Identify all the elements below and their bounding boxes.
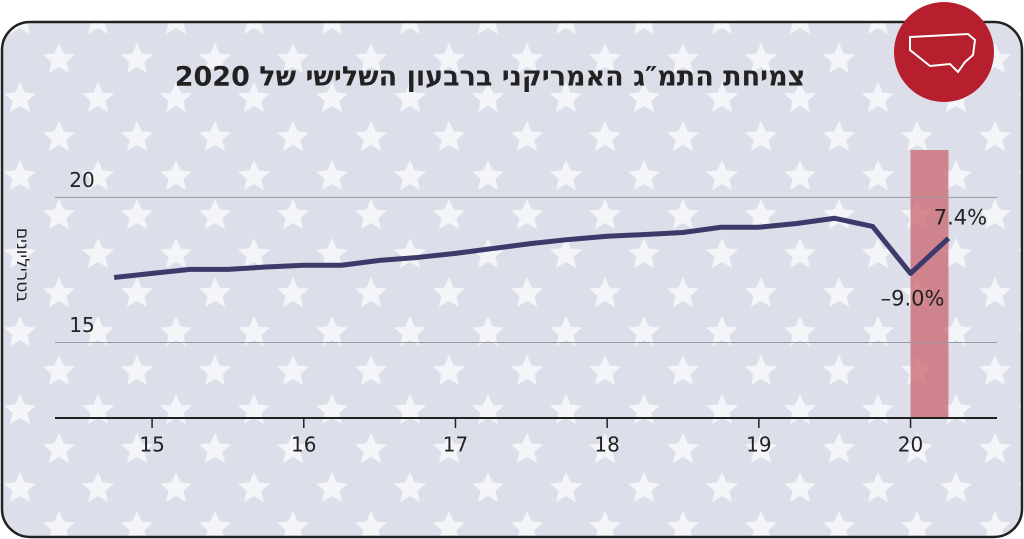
x-tick-label: 20 <box>898 433 923 457</box>
data-line <box>113 215 951 280</box>
annotation: 7.4% <box>934 205 987 229</box>
y-tick-label: 20 <box>69 168 94 192</box>
annotation: –9.0% <box>881 286 945 310</box>
x-tick-label: 15 <box>139 433 164 457</box>
x-tick-label: 17 <box>443 433 468 457</box>
y-axis-label: בטריליונים <box>12 228 32 302</box>
frame <box>0 20 1024 539</box>
x-tick-label: 16 <box>291 433 316 457</box>
chart-title: צמיחת התמ″ג האמריקני ברבעון השלישי של 20… <box>175 62 806 93</box>
x-tick-label: 18 <box>594 433 619 457</box>
highlight-band <box>910 150 949 418</box>
x-tick-label: 19 <box>746 433 771 457</box>
badge <box>894 2 994 102</box>
y-tick-label: 15 <box>69 313 94 337</box>
